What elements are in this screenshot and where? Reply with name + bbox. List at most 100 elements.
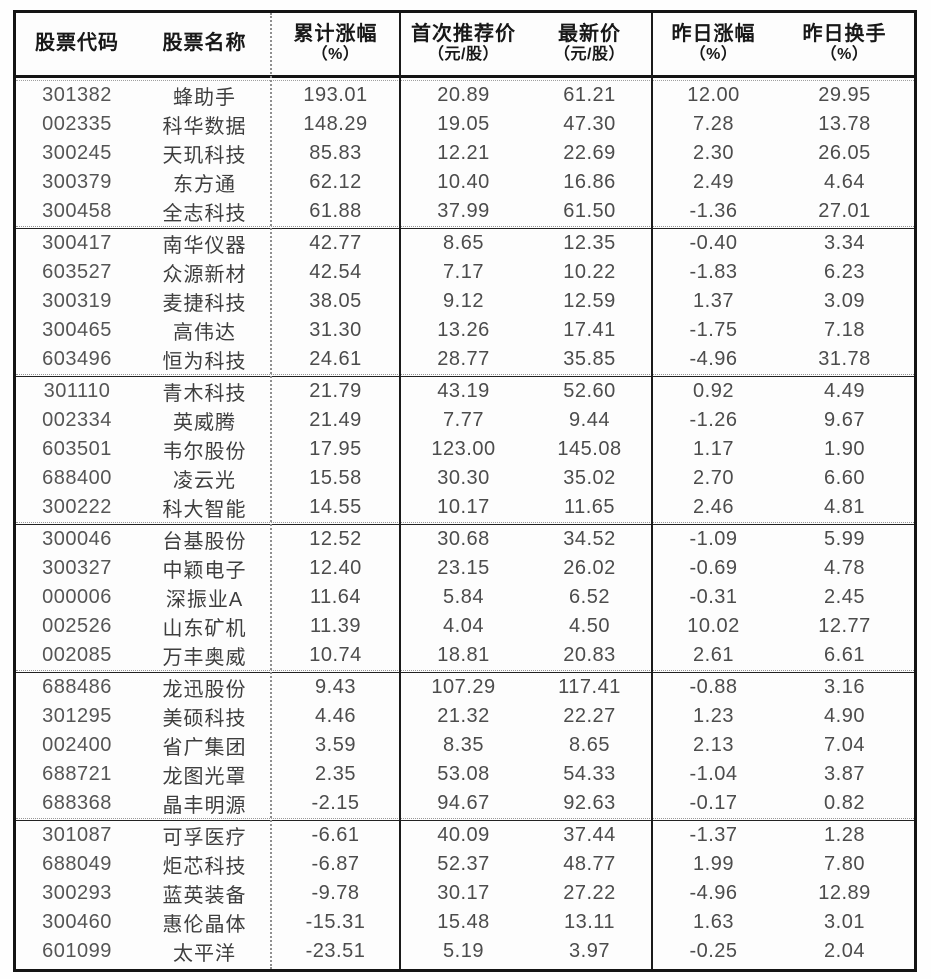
cell-cumulative_gain_pct: -6.61 [311, 824, 360, 846]
cell-code: 300460 [42, 911, 112, 933]
cell-name: 高伟达 [173, 322, 236, 344]
cell-first_rec_price: 8.35 [443, 734, 484, 756]
cell-yesterday_turnover_pct: 3.01 [824, 911, 865, 933]
cell-code: 300319 [42, 290, 112, 312]
table-row: 688049 炬芯科技 -6.87 52.37 48.77 1.99 7.80 [16, 850, 914, 879]
cell-cumulative_gain_pct: 42.54 [309, 261, 362, 283]
cell-name: 深振业A [165, 589, 244, 611]
header-unit: （%） [820, 46, 869, 64]
cell-yesterday_turnover_pct: 2.45 [824, 586, 865, 608]
cell-first_rec_price: 7.17 [443, 261, 484, 283]
header-unit: （元/股） [428, 46, 499, 64]
cell-yesterday_gain_pct: -1.37 [689, 824, 738, 846]
table-row: 300222 科大智能 14.55 10.17 11.65 2.46 4.81 [16, 493, 914, 522]
cell-yesterday_turnover_pct: 7.80 [824, 853, 865, 875]
cell-yesterday_turnover_pct: 3.87 [824, 763, 865, 785]
cell-yesterday_turnover_pct: 12.89 [818, 882, 871, 904]
table-row: 300465 高伟达 31.30 13.26 17.41 -1.75 7.18 [16, 316, 914, 345]
cell-cumulative_gain_pct: 21.79 [309, 380, 362, 402]
stock-recommendation-table: 股票代码 股票名称 累计涨幅 （%） 首次推荐价 （元/股） 最新价 （元/股） 昨日涨幅 （%）… [13, 10, 917, 972]
cell-cumulative_gain_pct: 193.01 [303, 84, 368, 106]
cell-name: 东方通 [173, 174, 236, 196]
cell-code: 002526 [42, 615, 112, 637]
cell-yesterday_gain_pct: -1.83 [689, 261, 738, 283]
cell-first_rec_price: 10.17 [437, 496, 490, 518]
table-row: 002335 科华数据 148.29 19.05 47.30 7.28 13.78 [16, 110, 914, 139]
cell-yesterday_turnover_pct: 4.64 [824, 171, 865, 193]
cell-yesterday_gain_pct: -4.96 [689, 882, 738, 904]
cell-latest_price: 35.85 [563, 348, 616, 370]
cell-first_rec_price: 30.68 [437, 528, 490, 550]
cell-cumulative_gain_pct: 14.55 [309, 496, 362, 518]
cell-name: 万丰奥威 [162, 647, 247, 669]
cell-cumulative_gain_pct: 85.83 [309, 142, 362, 164]
cell-first_rec_price: 8.65 [443, 232, 484, 254]
table-row: 688400 凌云光 15.58 30.30 35.02 2.70 6.60 [16, 464, 914, 493]
cell-yesterday_gain_pct: -0.69 [689, 557, 738, 579]
cell-name: 台基股份 [162, 531, 247, 553]
cell-latest_price: 48.77 [563, 853, 616, 875]
cell-first_rec_price: 40.09 [437, 824, 490, 846]
cell-latest_price: 4.50 [569, 615, 610, 637]
cell-yesterday_gain_pct: 10.02 [687, 615, 740, 637]
cell-latest_price: 9.44 [569, 409, 610, 431]
cell-code: 300417 [42, 232, 112, 254]
table-row: 301087 可孚医疗 -6.61 40.09 37.44 -1.37 1.28 [16, 821, 914, 850]
table-row: 300046 台基股份 12.52 30.68 34.52 -1.09 5.99 [16, 525, 914, 554]
cell-yesterday_gain_pct: 2.70 [693, 467, 734, 489]
cell-yesterday_gain_pct: 1.37 [693, 290, 734, 312]
cell-name: 青木科技 [162, 383, 247, 405]
table-row: 603501 韦尔股份 17.95 123.00 145.08 1.17 1.90 [16, 435, 914, 464]
cell-latest_price: 6.52 [569, 586, 610, 608]
table-row: 603496 恒为科技 24.61 28.77 35.85 -4.96 31.78 [16, 345, 914, 374]
header-title: 累计涨幅 [293, 22, 378, 45]
cell-first_rec_price: 4.04 [443, 615, 484, 637]
cell-yesterday_turnover_pct: 26.05 [818, 142, 871, 164]
table-row: 300245 天玑科技 85.83 12.21 22.69 2.30 26.05 [16, 139, 914, 168]
group-separator [16, 522, 914, 525]
cell-latest_price: 13.11 [563, 911, 616, 933]
cell-code: 688368 [42, 792, 112, 814]
cell-yesterday_gain_pct: -1.09 [689, 528, 738, 550]
cell-first_rec_price: 5.84 [443, 586, 484, 608]
cell-cumulative_gain_pct: 17.95 [309, 438, 362, 460]
header-title: 昨日换手 [802, 22, 887, 45]
cell-code: 688721 [42, 763, 112, 785]
cell-name: 麦捷科技 [162, 293, 247, 315]
cell-first_rec_price: 30.17 [437, 882, 490, 904]
cell-first_rec_price: 20.89 [437, 84, 490, 106]
cell-latest_price: 26.02 [563, 557, 616, 579]
cell-cumulative_gain_pct: 12.40 [309, 557, 362, 579]
cell-cumulative_gain_pct: 148.29 [303, 113, 368, 135]
table-row: 300417 南华仪器 42.77 8.65 12.35 -0.40 3.34 [16, 229, 914, 258]
cell-latest_price: 8.65 [569, 734, 610, 756]
cell-first_rec_price: 23.15 [437, 557, 490, 579]
table-row: 002334 英威腾 21.49 7.77 9.44 -1.26 9.67 [16, 406, 914, 435]
cell-cumulative_gain_pct: -23.51 [305, 940, 366, 962]
header-yesterday_turnover_pct: 昨日换手 （%） [775, 13, 914, 75]
table-row: 301382 蜂助手 193.01 20.89 61.21 12.00 29.95 [16, 81, 914, 110]
header-title: 股票名称 [162, 32, 247, 55]
column-divider-left [399, 13, 401, 969]
cell-latest_price: 27.22 [563, 882, 616, 904]
cell-code: 002334 [42, 409, 112, 431]
cell-yesterday_gain_pct: 2.30 [693, 142, 734, 164]
cell-latest_price: 34.52 [563, 528, 616, 550]
table-row: 002526 山东矿机 11.39 4.04 4.50 10.02 12.77 [16, 612, 914, 641]
cell-yesterday_gain_pct: -1.04 [689, 763, 738, 785]
header-name: 股票名称 [138, 13, 271, 75]
cell-cumulative_gain_pct: 42.77 [309, 232, 362, 254]
cell-first_rec_price: 52.37 [437, 853, 490, 875]
cell-cumulative_gain_pct: 12.52 [309, 528, 362, 550]
cell-yesterday_gain_pct: -1.26 [689, 409, 738, 431]
cell-yesterday_turnover_pct: 9.67 [824, 409, 865, 431]
header-title: 最新价 [558, 22, 621, 45]
cell-yesterday_turnover_pct: 6.61 [824, 644, 865, 666]
cell-latest_price: 22.69 [563, 142, 616, 164]
table-row: 301110 青木科技 21.79 43.19 52.60 0.92 4.49 [16, 377, 914, 406]
cell-code: 601099 [42, 940, 112, 962]
table-row: 300458 全志科技 61.88 37.99 61.50 -1.36 27.01 [16, 197, 914, 226]
cell-cumulative_gain_pct: 62.12 [309, 171, 362, 193]
cell-first_rec_price: 94.67 [437, 792, 490, 814]
cell-code: 603527 [42, 261, 112, 283]
